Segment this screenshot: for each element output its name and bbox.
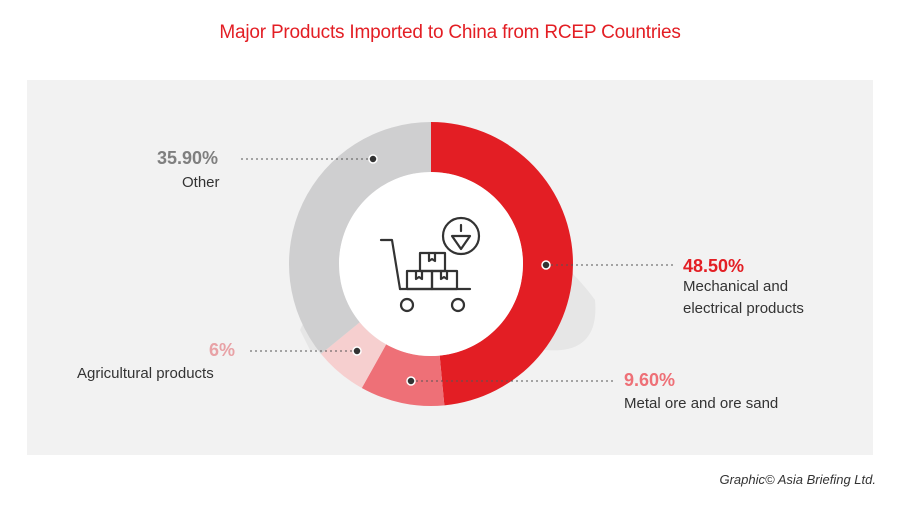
pct-label-other: 35.90% xyxy=(157,148,219,168)
leader-mechanical-dot xyxy=(541,260,551,270)
leader-agricultural-dot xyxy=(352,346,362,356)
slice-metal-ore xyxy=(361,344,445,406)
category-label-other: Other xyxy=(182,174,220,191)
category-label-mechanical-line1: Mechanical and xyxy=(683,278,789,295)
slice-agricultural xyxy=(321,322,387,389)
donut-hole xyxy=(339,172,523,356)
category-label-mechanical-line2: electrical products xyxy=(683,300,804,317)
pct-label-mechanical: 48.50% xyxy=(683,256,745,276)
slice-mechanical xyxy=(431,122,574,406)
category-label-metal-ore: Metal ore and ore sand xyxy=(624,395,779,412)
leader-other-dot xyxy=(368,154,378,164)
slice-other xyxy=(288,122,431,354)
chart-title: Major Products Imported to China from RC… xyxy=(219,22,681,43)
leader-lines xyxy=(240,154,675,386)
cart-with-boxes-import-icon xyxy=(379,216,481,313)
pct-label-agricultural: 6% xyxy=(209,340,236,360)
pct-label-metal-ore: 9.60% xyxy=(624,370,676,390)
leader-metal-ore-dot xyxy=(406,376,416,386)
donut-slices xyxy=(288,122,574,406)
category-label-agricultural: Agricultural products xyxy=(77,365,214,382)
graphic-credit: Graphic© Asia Briefing Ltd. xyxy=(719,472,876,487)
